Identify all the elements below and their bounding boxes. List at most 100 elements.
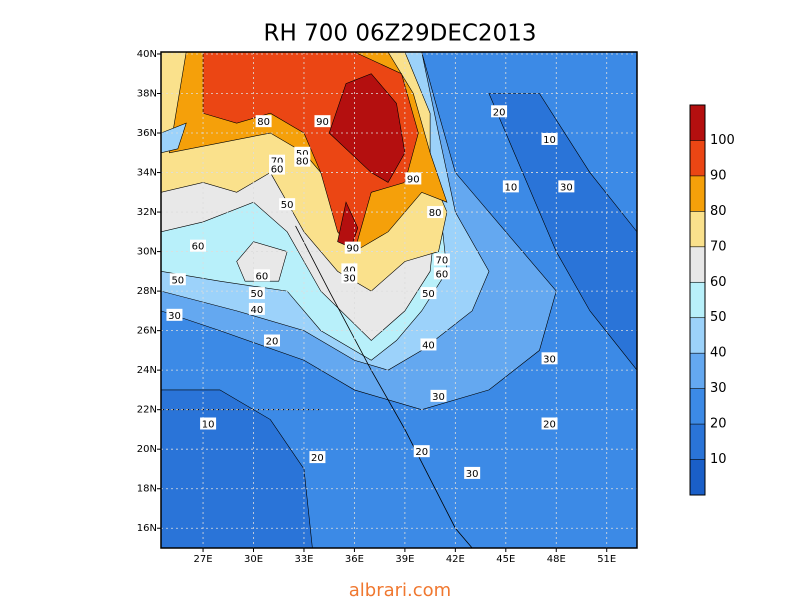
contour-label: 20 — [543, 420, 556, 431]
contour-label-box — [341, 271, 358, 284]
contour-label: 90 — [346, 244, 359, 255]
contour-label: 80 — [257, 117, 270, 128]
contour-label-box — [502, 180, 519, 193]
colorbar-label: 50 — [710, 310, 727, 325]
contour-label: 80 — [429, 208, 442, 219]
x-tick-label: 39E — [395, 554, 414, 565]
contour-label: 80 — [296, 157, 309, 168]
contour-label-box — [294, 154, 311, 167]
contour-label-box — [541, 132, 558, 145]
contour-label-box — [430, 389, 447, 402]
contour-label: 20 — [266, 337, 279, 348]
contour-label-box — [427, 206, 444, 219]
contour-label-box — [344, 241, 361, 254]
contour-region — [161, 122, 187, 154]
colorbar-label: 90 — [710, 168, 727, 183]
contour-label-box — [255, 115, 272, 128]
contour-label-box — [420, 338, 437, 351]
contour-label-box — [420, 287, 437, 300]
y-tick-label: 30N — [137, 247, 157, 258]
y-tick-label: 26N — [137, 326, 157, 337]
contour-region — [161, 389, 313, 548]
contour-label: 30 — [543, 354, 556, 365]
contour-label: 90 — [407, 174, 420, 185]
coast-line — [295, 225, 473, 548]
contour-label: 60 — [256, 271, 269, 282]
contour-label-box — [405, 172, 422, 185]
y-tick-label: 20N — [137, 444, 157, 455]
contour-label: 30 — [168, 311, 181, 322]
colorbar-label: 60 — [710, 275, 727, 290]
contour-label: 50 — [281, 200, 294, 211]
x-tick-label: 36E — [345, 554, 364, 565]
colorbar-label: 30 — [710, 381, 727, 396]
colorbar-segment — [690, 353, 705, 389]
contour-label-box — [433, 267, 450, 280]
contour-label: 70 — [271, 157, 284, 168]
contour-label-box — [200, 417, 217, 430]
contour-region — [236, 241, 288, 282]
y-tick-label: 16N — [137, 523, 157, 534]
x-tick-label: 27E — [194, 554, 213, 565]
contour-label-box — [190, 239, 207, 252]
colorbar-segment — [690, 175, 705, 212]
y-tick-label: 34N — [137, 168, 157, 179]
contour-label-box — [464, 466, 481, 479]
contour-label-box — [309, 451, 326, 464]
colorbar-segment — [690, 282, 705, 318]
contour-label-box — [264, 334, 281, 347]
contour-label: 30 — [466, 469, 479, 480]
contour-label: 60 — [271, 165, 284, 176]
colorbar-label: 20 — [710, 417, 727, 432]
colorbar-segment — [690, 140, 705, 176]
contour-label: 40 — [251, 305, 264, 316]
colorbar-segment — [690, 459, 705, 495]
colorbar-frame — [689, 104, 706, 496]
colorbar-label: 80 — [710, 204, 727, 219]
contour-label: 20 — [415, 447, 428, 458]
y-tick-label: 36N — [137, 128, 157, 139]
y-tick-label: 38N — [137, 88, 157, 99]
colorbar-segment — [690, 388, 705, 425]
contour-region — [488, 93, 637, 371]
colorbar-label: 70 — [710, 239, 727, 254]
contour-label: 50 — [251, 289, 264, 300]
y-tick-label: 40N — [137, 49, 157, 60]
colorbar-label: 100 — [710, 133, 735, 148]
contour-label-box — [541, 417, 558, 430]
contour-label-box — [541, 352, 558, 365]
contour-label: 30 — [560, 182, 573, 193]
y-tick-label: 24N — [137, 365, 157, 376]
contour-label: 10 — [543, 135, 556, 146]
contour-label-box — [269, 162, 286, 175]
colorbar-segment — [690, 211, 705, 247]
contour-label-box — [248, 287, 265, 300]
colorbar-segment — [690, 246, 705, 283]
contour-label: 30 — [432, 392, 445, 403]
contour-label-box — [413, 445, 430, 458]
map-area — [161, 52, 637, 548]
contour-label: 30 — [343, 273, 356, 284]
contour-label: 10 — [504, 182, 517, 193]
contour-label: 60 — [436, 269, 449, 280]
contour-region — [328, 73, 406, 183]
colorbar-label: 40 — [710, 346, 727, 361]
contour-label-box — [314, 115, 331, 128]
colorbar-label: 10 — [710, 452, 727, 467]
chart-title: RH 700 06Z29DEC2013 — [264, 21, 537, 47]
contour-label-box — [253, 269, 270, 282]
y-tick-label: 22N — [137, 405, 157, 416]
map-frame — [160, 51, 638, 549]
contour-label: 70 — [436, 255, 449, 266]
x-tick-label: 45E — [496, 554, 515, 565]
x-tick-label: 42E — [446, 554, 465, 565]
contour-label: 90 — [316, 117, 329, 128]
contour-label-box — [248, 302, 265, 315]
contour-label-box — [491, 105, 508, 118]
contour-label: 60 — [192, 242, 205, 253]
contour-label: 40 — [422, 340, 435, 351]
y-tick-label: 32N — [137, 207, 157, 218]
colorbar-segment — [690, 317, 705, 354]
x-tick-label: 48E — [547, 554, 566, 565]
contour-label: 50 — [171, 275, 184, 286]
